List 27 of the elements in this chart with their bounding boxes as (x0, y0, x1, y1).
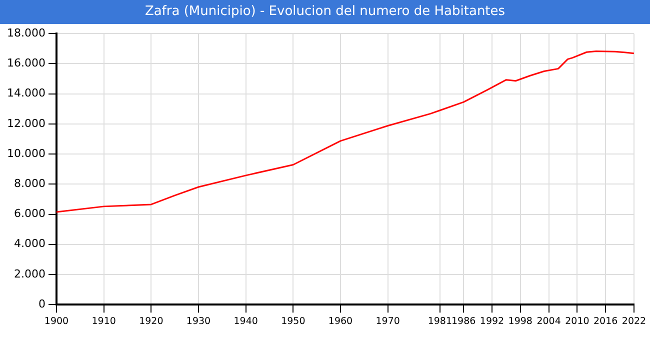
x-tick-label: 1981 (428, 316, 452, 327)
y-tick-label: 10.000 (6, 146, 46, 160)
x-tick-label: 1930 (186, 316, 211, 327)
x-tick-label: 1950 (281, 316, 306, 327)
x-tick-label: 2004 (536, 316, 561, 327)
chart-title: Zafra (Municipio) - Evolucion del numero de Habitantes (0, 0, 650, 24)
x-tick-label: 1960 (328, 316, 353, 327)
x-tick-label: 2010 (565, 316, 590, 327)
y-tick-label: 0 (38, 297, 46, 310)
y-tick-label: 18.000 (6, 26, 46, 40)
y-tick-label: 8.000 (14, 177, 46, 190)
x-tick-label: 2016 (594, 316, 618, 327)
y-tick-label: 12.000 (6, 116, 46, 130)
x-tick-label: 1940 (234, 316, 258, 327)
x-tick-label: 1920 (139, 316, 164, 327)
x-tick-label: 1910 (92, 316, 116, 327)
x-tick-label: 1986 (451, 316, 476, 327)
x-tick-label: 1992 (480, 316, 504, 327)
x-tick-label: 2022 (622, 316, 646, 327)
y-tick-label: 4.000 (14, 237, 46, 250)
x-tick-label: 1970 (376, 316, 400, 327)
x-tick-label: 1900 (44, 316, 69, 327)
y-tick-label: 2.000 (14, 267, 46, 280)
y-tick-label: 16.000 (6, 56, 46, 70)
x-tick-label: 1998 (508, 316, 532, 327)
y-tick-label: 14.000 (6, 86, 46, 100)
y-tick-label: 6.000 (14, 207, 46, 220)
